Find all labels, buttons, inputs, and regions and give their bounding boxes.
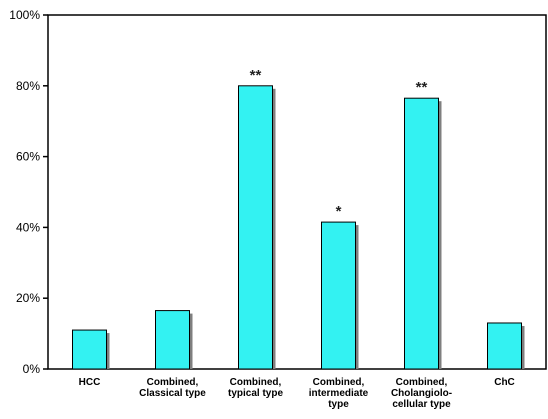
bar <box>321 221 356 370</box>
x-tick-label-line: Combined, <box>230 377 282 388</box>
bar <box>238 85 273 370</box>
y-axis-ticks: 0% 20% 40% 60% 80% 100% <box>9 8 48 376</box>
x-tick-label-line: Cholangiolo- <box>391 388 452 399</box>
x-tick-label-line: Combined, <box>313 377 365 388</box>
bars <box>72 85 525 370</box>
bar <box>404 97 439 370</box>
y-tick-label: 80% <box>16 79 40 93</box>
x-tick-label-line: cellular type <box>392 399 451 410</box>
bar <box>72 329 107 370</box>
x-tick-label-line: ChC <box>494 377 515 388</box>
plot-area <box>47 14 547 370</box>
y-tick-label: 0% <box>23 362 41 376</box>
bar <box>487 322 522 370</box>
x-tick-label-line: intermediate <box>309 388 369 399</box>
x-tick-label: HCC <box>79 377 101 388</box>
x-tick-label-line: type <box>328 399 349 410</box>
significance-label: * <box>336 203 342 220</box>
x-tick-label-line: Combined, <box>396 377 448 388</box>
significance-label: ** <box>416 79 428 96</box>
x-tick-label: Combined,Classical type <box>139 377 206 399</box>
x-tick-label: ChC <box>494 377 515 388</box>
bar <box>155 310 190 370</box>
x-tick-label-line: Combined, <box>147 377 199 388</box>
y-tick-label: 60% <box>16 150 40 164</box>
y-tick-label: 100% <box>9 8 40 22</box>
x-tick-label-line: Classical type <box>139 388 206 399</box>
significance-label: ** <box>250 67 262 84</box>
x-tick-label-line: HCC <box>79 377 101 388</box>
x-tick-label: Combined,typical type <box>228 377 283 399</box>
significance-marks: ***** <box>250 67 428 220</box>
x-tick-label: Combined,Cholangiolo-cellular type <box>391 377 452 410</box>
plot-frame <box>47 14 547 370</box>
x-tick-label-line: typical type <box>228 388 283 399</box>
y-tick-label: 40% <box>16 220 40 234</box>
x-axis-labels: HCC Combined,Classical typeCombined,typic… <box>79 377 515 410</box>
y-tick-label: 20% <box>16 291 40 305</box>
